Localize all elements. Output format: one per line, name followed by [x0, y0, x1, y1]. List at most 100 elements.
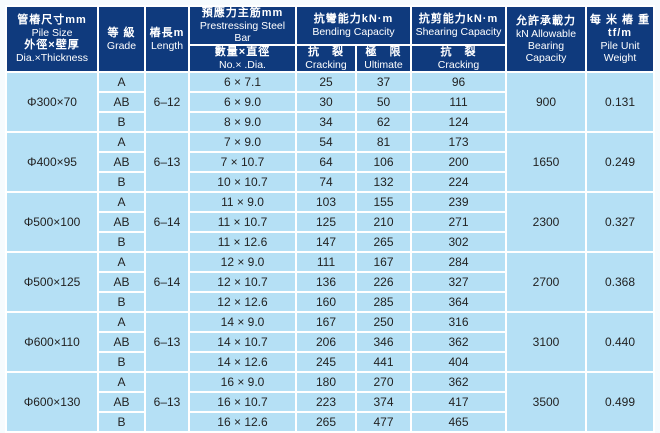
table-row: B 11 × 12.6 147 265 302: [7, 233, 653, 251]
shearing-cracking-cell: 200: [412, 153, 505, 171]
unit-weight-cell: 0.327: [587, 193, 653, 251]
bending-ultimate-cell: 106: [357, 153, 410, 171]
bending-ultimate-cell: 226: [357, 273, 410, 291]
table-row: B 16 × 12.6 265 477 465: [7, 413, 653, 431]
grade-cell: B: [99, 113, 144, 131]
shearing-cracking-cell: 465: [412, 413, 505, 431]
unit-weight-cell: 0.440: [587, 313, 653, 371]
pile-size-cell: Φ500×125: [7, 253, 97, 311]
steel-bar-cell: 7 × 9.0: [190, 133, 295, 151]
grade-cell: AB: [99, 273, 144, 291]
bending-cracking-cell: 136: [297, 273, 355, 291]
steel-bar-cell: 8 × 9.0: [190, 113, 295, 131]
bending-ultimate-cell: 441: [357, 353, 410, 371]
grade-cell: A: [99, 73, 144, 91]
steel-bar-cell: 16 × 12.6: [190, 413, 295, 431]
bending-cracking-cell: 125: [297, 213, 355, 231]
pile-size-cell: Φ300×70: [7, 73, 97, 131]
shearing-cracking-cell: 417: [412, 393, 505, 411]
shearing-cracking-cell: 327: [412, 273, 505, 291]
bending-ultimate-cell: 37: [357, 73, 410, 91]
bending-ultimate-cell: 167: [357, 253, 410, 271]
shearing-cracking-cell: 224: [412, 173, 505, 191]
header-pile-size-en2: Dia.×Thickness: [15, 52, 89, 64]
bending-ultimate-cell: 285: [357, 293, 410, 311]
grade-cell: B: [99, 293, 144, 311]
header-steel-bar-sub: 數量×直徑 No.× .Dia.: [190, 46, 295, 71]
bending-cracking-cell: 160: [297, 293, 355, 311]
shearing-cracking-cell: 111: [412, 93, 505, 111]
grade-cell: A: [99, 253, 144, 271]
length-cell: 6–13: [146, 373, 188, 431]
steel-bar-cell: 12 × 12.6: [190, 293, 295, 311]
header-grade: 等 級 Grade: [99, 7, 144, 71]
grade-cell: B: [99, 413, 144, 431]
bending-cracking-cell: 206: [297, 333, 355, 351]
shearing-cracking-cell: 173: [412, 133, 505, 151]
header-pile-size-zh: 管樁尺寸mm: [17, 14, 87, 26]
length-cell: 6–13: [146, 133, 188, 191]
header-shearing: 抗剪能力kN·m Shearing Capacity: [412, 7, 505, 44]
bending-ultimate-cell: 477: [357, 413, 410, 431]
header-unit-weight: 每 米 樁 重 tf/m Pile Unit Weight: [587, 7, 653, 71]
table-row: Φ500×100 A 6–14 11 × 9.0 103 155 239 2300 0.327: [7, 193, 653, 251]
length-cell: 6–14: [146, 253, 188, 311]
bending-ultimate-cell: 346: [357, 333, 410, 351]
header-bearing: 允許承載力 kN Allowable Bearing Capacity: [507, 7, 585, 71]
bearing-capacity-cell: 1650: [507, 133, 585, 191]
bending-cracking-cell: 54: [297, 133, 355, 151]
steel-bar-cell: 10 × 10.7: [190, 173, 295, 191]
grade-cell: A: [99, 313, 144, 331]
bending-cracking-cell: 74: [297, 173, 355, 191]
table-row: AB 6 × 9.0 30 50 111: [7, 93, 653, 111]
bending-ultimate-cell: 132: [357, 173, 410, 191]
shearing-cracking-cell: 316: [412, 313, 505, 331]
steel-bar-cell: 12 × 10.7: [190, 273, 295, 291]
steel-bar-cell: 11 × 9.0: [190, 193, 295, 211]
shearing-cracking-cell: 302: [412, 233, 505, 251]
unit-weight-cell: 0.249: [587, 133, 653, 191]
pile-size-cell: Φ600×110: [7, 313, 97, 371]
bending-cracking-cell: 245: [297, 353, 355, 371]
steel-bar-cell: 11 × 10.7: [190, 213, 295, 231]
bending-ultimate-cell: 250: [357, 313, 410, 331]
shearing-cracking-cell: 362: [412, 373, 505, 391]
pile-size-cell: Φ400×95: [7, 133, 97, 191]
unit-weight-cell: 0.131: [587, 73, 653, 131]
unit-weight-cell: 0.499: [587, 373, 653, 431]
steel-bar-cell: 7 × 10.7: [190, 153, 295, 171]
header-length: 樁長m Length: [146, 7, 188, 71]
table-row: AB 7 × 10.7 64 106 200: [7, 153, 653, 171]
bearing-capacity-cell: 2300: [507, 193, 585, 251]
table-header: 管樁尺寸mm Pile Size 外徑×壁厚 Dia.×Thickness 等 …: [7, 7, 653, 71]
header-bending-ultimate: 極 限 Ultimate: [357, 46, 410, 71]
shearing-cracking-cell: 362: [412, 333, 505, 351]
steel-bar-cell: 14 × 12.6: [190, 353, 295, 371]
table-row: Φ400×95 A 6–13 7 × 9.0 54 81 173 1650 0.249: [7, 133, 653, 191]
bearing-capacity-cell: 900: [507, 73, 585, 131]
header-pile-size-zh2: 外徑×壁厚: [24, 39, 80, 51]
bending-ultimate-cell: 374: [357, 393, 410, 411]
table-row: Φ500×125 A 6–14 12 × 9.0 111 167 284 2700 0.368: [7, 253, 653, 311]
bending-ultimate-cell: 155: [357, 193, 410, 211]
bending-cracking-cell: 265: [297, 413, 355, 431]
length-cell: 6–14: [146, 193, 188, 251]
header-steel-bar: 預應力主筋mm Prestressing Steel Bar: [190, 7, 295, 44]
grade-cell: A: [99, 133, 144, 151]
header-pile-size-en: Pile Size: [31, 27, 73, 39]
bending-cracking-cell: 223: [297, 393, 355, 411]
grade-cell: A: [99, 193, 144, 211]
grade-cell: AB: [99, 333, 144, 351]
shearing-cracking-cell: 239: [412, 193, 505, 211]
bending-ultimate-cell: 270: [357, 373, 410, 391]
table-row: AB 12 × 10.7 136 226 327: [7, 273, 653, 291]
bending-cracking-cell: 147: [297, 233, 355, 251]
table-row: Φ300×70 A 6–12 6 × 7.1 25 37 96 900 0.131: [7, 73, 653, 131]
bending-ultimate-cell: 210: [357, 213, 410, 231]
bending-cracking-cell: 111: [297, 253, 355, 271]
bending-cracking-cell: 64: [297, 153, 355, 171]
bearing-capacity-cell: 3500: [507, 373, 585, 431]
bending-cracking-cell: 167: [297, 313, 355, 331]
grade-cell: AB: [99, 393, 144, 411]
steel-bar-cell: 12 × 9.0: [190, 253, 295, 271]
